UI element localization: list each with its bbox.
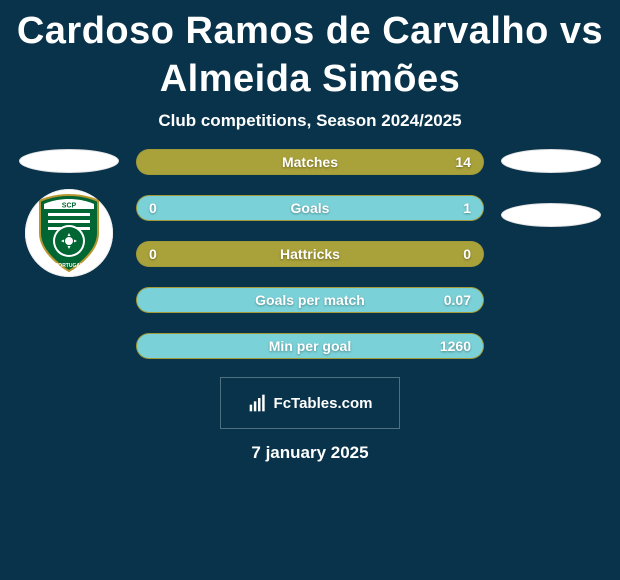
stat-label: Hattricks bbox=[280, 246, 340, 262]
stat-label: Goals bbox=[291, 200, 330, 216]
stat-value-right: 1260 bbox=[440, 338, 471, 354]
stat-bars: Matches 14 0 Goals 1 0 Hattricks 0 Goals per mat… bbox=[136, 149, 484, 359]
stat-value-left: 0 bbox=[149, 200, 157, 216]
bar-chart-icon bbox=[248, 393, 268, 413]
left-side: SCP PORTUGAL bbox=[14, 149, 124, 277]
stat-bar: 0 Goals 1 bbox=[136, 195, 484, 221]
club-logo-placeholder bbox=[501, 203, 601, 227]
stat-value-right: 0 bbox=[463, 246, 471, 262]
player-avatar-placeholder bbox=[19, 149, 119, 173]
brand-badge[interactable]: FcTables.com bbox=[220, 377, 400, 429]
svg-text:SCP: SCP bbox=[62, 203, 77, 210]
svg-text:PORTUGAL: PORTUGAL bbox=[55, 263, 83, 269]
comparison-area: SCP PORTUGAL bbox=[8, 149, 612, 359]
comparison-card: Cardoso Ramos de Carvalho vs Almeida Sim… bbox=[0, 0, 620, 580]
stat-bar: 0 Hattricks 0 bbox=[136, 241, 484, 267]
stat-label: Min per goal bbox=[269, 338, 351, 354]
subtitle: Club competitions, Season 2024/2025 bbox=[158, 111, 461, 131]
stat-label: Goals per match bbox=[255, 292, 365, 308]
date-text: 7 january 2025 bbox=[251, 443, 368, 463]
stat-bar: Goals per match 0.07 bbox=[136, 287, 484, 313]
stat-value-right: 14 bbox=[455, 154, 471, 170]
stat-label: Matches bbox=[282, 154, 338, 170]
brand-text: FcTables.com bbox=[274, 395, 373, 412]
right-side bbox=[496, 149, 606, 227]
club-logo: SCP PORTUGAL bbox=[25, 189, 113, 277]
stat-value-right: 0.07 bbox=[444, 292, 471, 308]
stat-value-right: 1 bbox=[463, 200, 471, 216]
player-avatar-placeholder bbox=[501, 149, 601, 173]
stat-value-left: 0 bbox=[149, 246, 157, 262]
stat-bar: Min per goal 1260 bbox=[136, 333, 484, 359]
stat-bar: Matches 14 bbox=[136, 149, 484, 175]
sporting-cp-logo-icon: SCP PORTUGAL bbox=[36, 193, 102, 273]
page-title: Cardoso Ramos de Carvalho vs Almeida Sim… bbox=[8, 8, 612, 103]
